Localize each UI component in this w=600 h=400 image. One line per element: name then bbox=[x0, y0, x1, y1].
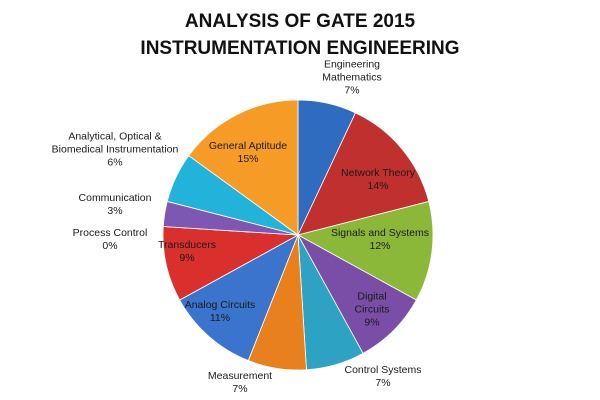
pie-slice bbox=[296, 200, 434, 301]
slice-label: Engineering Mathematics 7% bbox=[297, 59, 407, 98]
category-label: Network Theory bbox=[341, 167, 415, 179]
category-label: Transducers bbox=[158, 239, 216, 251]
value-label: 9% bbox=[179, 252, 195, 264]
slice-label: General Aptitude 15% bbox=[193, 140, 303, 166]
value-label: 6% bbox=[107, 156, 123, 169]
category-label: Measurement bbox=[207, 370, 273, 382]
slice-label: Signals and Systems 12% bbox=[325, 227, 435, 253]
category-label: General Aptitude bbox=[208, 140, 288, 152]
value-label: 9% bbox=[364, 316, 380, 329]
slice-label: Process Control 0% bbox=[60, 227, 160, 253]
category-label: Engineering Mathematics bbox=[322, 58, 382, 84]
category-label: Control Systems bbox=[344, 364, 422, 376]
value-label: 14% bbox=[367, 180, 389, 192]
value-label: 3% bbox=[107, 205, 123, 217]
value-label: 7% bbox=[375, 377, 391, 389]
slice-label: Network Theory 14% bbox=[333, 167, 423, 193]
value-label: 7% bbox=[232, 383, 248, 395]
slice-label: Control Systems 7% bbox=[333, 364, 433, 390]
category-label: Process Control bbox=[72, 227, 148, 239]
category-label: Analytical, Optical & Biomedical Instrum… bbox=[51, 130, 179, 156]
category-label: Digital Circuits bbox=[354, 290, 390, 316]
category-label: Signals and Systems bbox=[330, 227, 430, 239]
slice-label: Transducers 9% bbox=[142, 239, 232, 265]
chart-title: ANALYSIS OF GATE 2015 INSTRUMENTATION EN… bbox=[140, 11, 460, 59]
pie-slice bbox=[179, 234, 299, 362]
slice-label: Digital Circuits 9% bbox=[342, 291, 402, 330]
value-label: 12% bbox=[369, 240, 391, 252]
slice-label: Analytical, Optical & Biomedical Instrum… bbox=[50, 131, 180, 170]
value-label: 7% bbox=[344, 84, 360, 97]
value-label: 0% bbox=[102, 240, 118, 252]
category-label: Communication bbox=[78, 192, 152, 204]
value-label: 11% bbox=[209, 312, 231, 324]
pie-slice bbox=[188, 99, 299, 236]
slice-label: Analog Circuits 11% bbox=[175, 299, 265, 325]
value-label: 15% bbox=[237, 153, 259, 165]
slice-label: Communication 3% bbox=[65, 192, 165, 218]
slice-label: Measurement 7% bbox=[190, 370, 290, 396]
pie-slice bbox=[297, 112, 430, 236]
category-label: Analog Circuits bbox=[184, 299, 256, 311]
